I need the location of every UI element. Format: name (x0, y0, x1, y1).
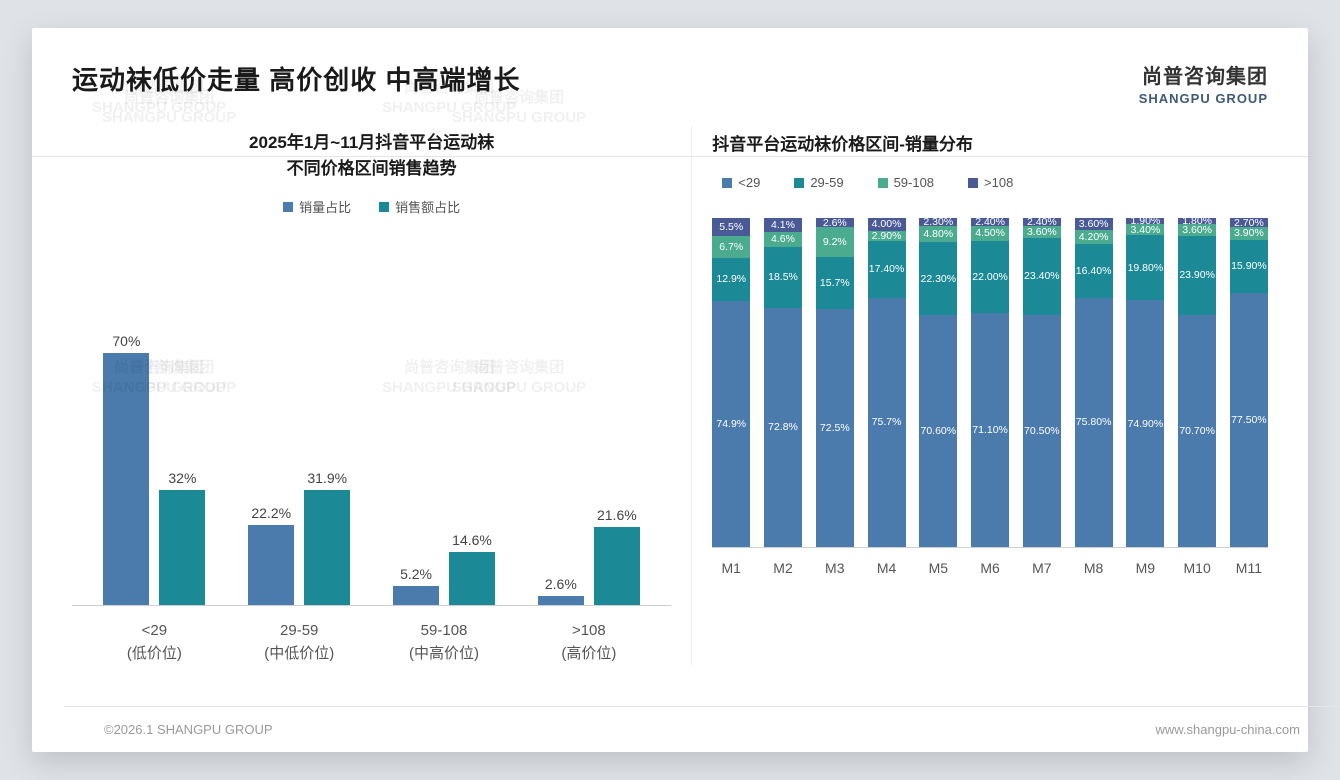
bar-sales-share-2[interactable] (393, 586, 439, 605)
stack-col-m11[interactable]: 2.70% 3.90% 15.90% 77.50% (1230, 218, 1268, 547)
right-legend: <29 29-59 59-108 >108 (712, 175, 1268, 190)
legend-item-sales-share[interactable]: 销量占比 (283, 197, 351, 216)
bar-group-1: 22.2% 31.9% (248, 246, 350, 605)
bar-col-sales-1[interactable]: 22.2% (248, 505, 294, 605)
bar-sales-share-3[interactable] (538, 596, 584, 605)
brand-block: 尚普咨询集团 SHANGPU GROUP (1139, 60, 1268, 106)
bar-col-revenue-0[interactable]: 32% (159, 470, 205, 605)
footer-website[interactable]: www.shangpu-china.com (1155, 722, 1300, 737)
legend-item-revenue-share[interactable]: 销售额占比 (379, 197, 460, 216)
bar-col-sales-0[interactable]: 70% (103, 333, 149, 605)
legend-swatch-over-108 (968, 178, 978, 188)
brand-name-en: SHANGPU GROUP (1139, 91, 1268, 106)
content-area: 2025年1月~11月抖音平台运动袜 不同价格区间销售趋势 尚普咨询集团 SHAN… (32, 106, 1308, 665)
legend-swatch-revenue-share (379, 202, 389, 212)
left-panel: 2025年1月~11月抖音平台运动袜 不同价格区间销售趋势 尚普咨询集团 SHAN… (72, 126, 691, 665)
x-label-3: >108 (高价位) (538, 620, 640, 665)
bar-col-revenue-1[interactable]: 31.9% (304, 470, 350, 605)
bar-group-0: 70% 32% (103, 246, 205, 605)
legend-item-over-108[interactable]: >108 (968, 175, 1013, 190)
footer: ©2026.1 SHANGPU GROUP www.shangpu-china.… (64, 706, 1340, 752)
dashboard-card: 运动袜低价走量 高价创收 中高端增长 尚普咨询集团 SHANGPU GROUP … (32, 28, 1308, 752)
legend-swatch-sales-share (283, 202, 293, 212)
stack-col-m2[interactable]: 4.1% 4.6% 18.5% 72.8% (764, 218, 802, 547)
stack-col-m3[interactable]: 2.6% 9.2% 15.7% 72.5% (816, 218, 854, 547)
legend-swatch-59-108 (878, 178, 888, 188)
legend-item-59-108[interactable]: 59-108 (878, 175, 934, 190)
left-legend: 销量占比 销售额占比 (72, 197, 671, 216)
legend-item-under-29[interactable]: <29 (722, 175, 760, 190)
stack-col-m1[interactable]: 5.5% 6.7% 12.9% 74.9% (712, 218, 750, 547)
legend-swatch-under-29 (722, 178, 732, 188)
bar-sales-share-1[interactable] (248, 525, 294, 605)
bar-group-2: 5.2% 14.6% (393, 246, 495, 605)
legend-item-29-59[interactable]: 29-59 (794, 175, 843, 190)
right-panel: 抖音平台运动袜价格区间-销量分布 尚普咨询集团 SHANGPU GROUP 尚普咨… (691, 126, 1268, 665)
bar-revenue-share-0[interactable] (159, 490, 205, 605)
left-x-labels: <29 (低价位) 29-59 (中低价位) 59-108 (中高价位) >10… (72, 620, 671, 665)
legend-swatch-29-59 (794, 178, 804, 188)
bar-revenue-share-3[interactable] (594, 527, 640, 605)
footer-copyright: ©2026.1 SHANGPU GROUP (104, 722, 273, 737)
stack-col-m7[interactable]: 2.40% 3.60% 23.40% 70.50% (1023, 218, 1061, 547)
stack-col-m6[interactable]: 2.40% 4.50% 22.00% 71.10% (971, 218, 1009, 547)
bar-col-revenue-3[interactable]: 21.6% (594, 507, 640, 605)
x-label-1: 29-59 (中低价位) (248, 620, 350, 665)
header-divider (32, 156, 1308, 157)
bar-revenue-share-1[interactable] (304, 490, 350, 605)
right-stack-chart: 5.5% 6.7% 12.9% 74.9% 4.1% 4.6% 18.5% 72… (712, 218, 1268, 548)
bar-col-sales-3[interactable]: 2.6% (538, 576, 584, 605)
bar-col-revenue-2[interactable]: 14.6% (449, 532, 495, 605)
stack-col-m10[interactable]: 1.80% 3.60% 23.90% 70.70% (1178, 218, 1216, 547)
bar-group-3: 2.6% 21.6% (538, 246, 640, 605)
x-label-0: <29 (低价位) (103, 620, 205, 665)
stack-col-m4[interactable]: 4.00% 2.90% 17.40% 75.7% (868, 218, 906, 547)
header: 运动袜低价走量 高价创收 中高端增长 尚普咨询集团 SHANGPU GROUP (32, 28, 1308, 106)
right-x-labels: M1 M2 M3 M4 M5 M6 M7 M8 M9 M10 M11 (712, 560, 1268, 576)
right-chart-title: 抖音平台运动袜价格区间-销量分布 (712, 130, 1268, 155)
left-bar-chart: 70% 32% 22.2% 31.9% (72, 246, 671, 606)
page-title: 运动袜低价走量 高价创收 中高端增长 (72, 60, 520, 97)
stack-col-m5[interactable]: 2.30% 4.80% 22.30% 70.60% (919, 218, 957, 547)
brand-name-cn: 尚普咨询集团 (1139, 60, 1268, 89)
x-label-2: 59-108 (中高价位) (393, 620, 495, 665)
stack-col-m9[interactable]: 1.90% 3.40% 19.80% 74.90% (1126, 218, 1164, 547)
stack-col-m8[interactable]: 3.60% 4.20% 16.40% 75.80% (1075, 218, 1113, 547)
bar-col-sales-2[interactable]: 5.2% (393, 566, 439, 605)
bar-sales-share-0[interactable] (103, 353, 149, 605)
bar-revenue-share-2[interactable] (449, 552, 495, 605)
